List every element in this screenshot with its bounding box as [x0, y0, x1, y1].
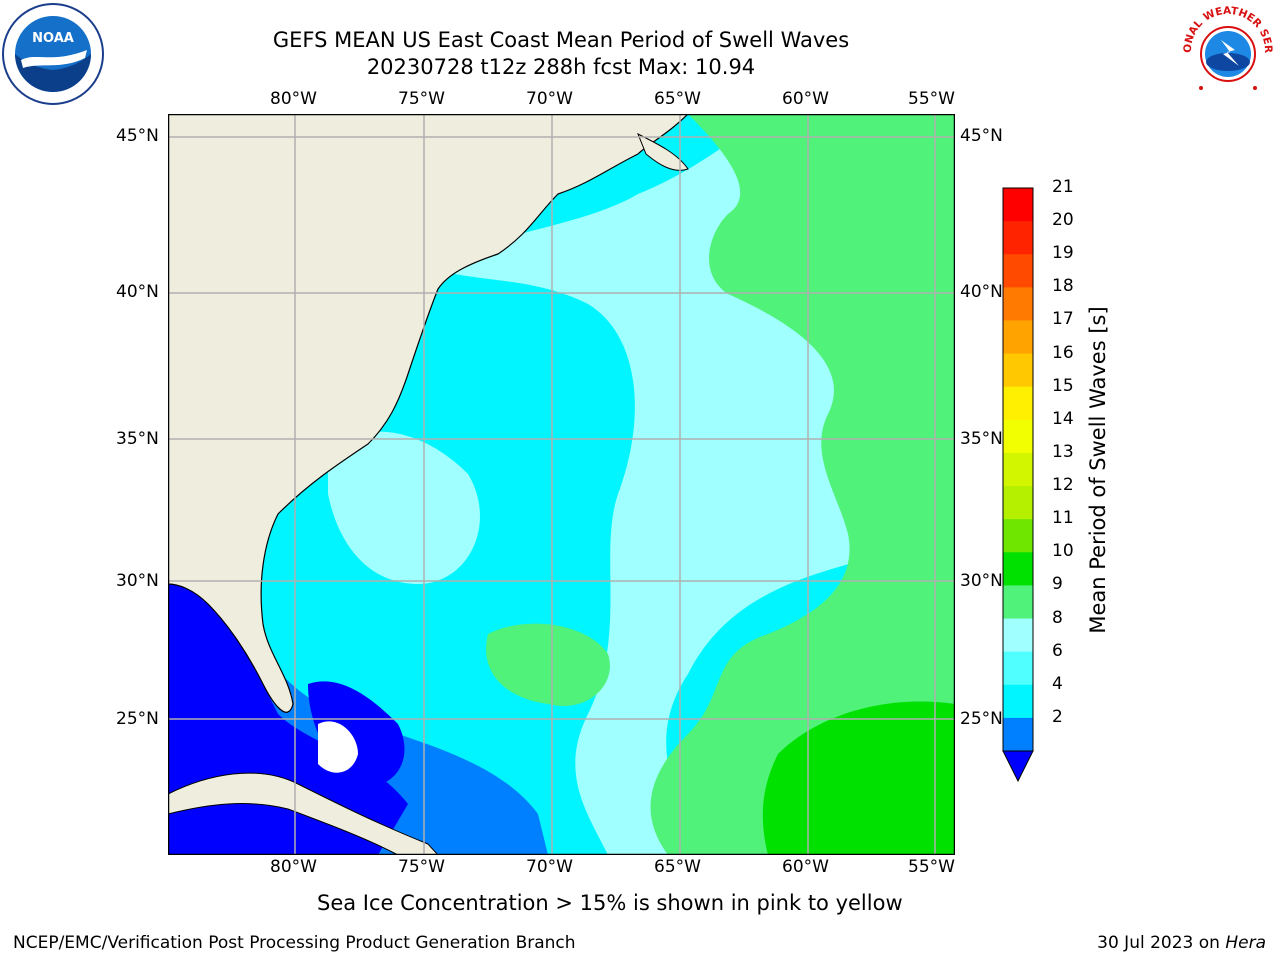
chart-title: GEFS MEAN US East Coast Mean Period of S…: [272, 28, 850, 52]
lat-tick-left: 35°N: [116, 429, 159, 449]
footer-date: 30 Jul 2023 on Hera: [1097, 933, 1266, 953]
colorbar-tick-label: 9: [1052, 574, 1063, 595]
lon-tick-bottom: 70°W: [526, 857, 573, 877]
lat-tick-right: 35°N: [960, 429, 1003, 449]
colorbar-tick-label: 15: [1052, 375, 1074, 396]
lat-tick-right: 40°N: [960, 282, 1003, 302]
lat-tick-left: 40°N: [116, 282, 159, 302]
land-nova-scotia: [637, 132, 689, 171]
colorbar-swatch: [1003, 419, 1033, 454]
nws-logo: NATIONAL WEATHER SERVICE: [1177, 0, 1276, 99]
chart-subtitle: 20230728 t12z 288h fcst Max: 10.94: [366, 55, 756, 79]
colorbar-tick-label: 6: [1052, 640, 1063, 661]
colorbar-swatch: [1003, 651, 1033, 686]
colorbar-tick-label: 16: [1052, 342, 1074, 363]
bahamas-shoal: [318, 721, 358, 773]
lat-tick-left: 25°N: [116, 709, 159, 729]
noaa-logo-text: NOAA: [32, 31, 74, 46]
colorbar-swatch: [1003, 618, 1033, 653]
lon-tick-top: 70°W: [526, 89, 573, 109]
colorbar-swatch: [1003, 519, 1033, 553]
colorbar-swatch: [1003, 386, 1033, 421]
colorbar-tick-label: 19: [1052, 243, 1074, 264]
colorbar-tick-label: 13: [1052, 441, 1074, 462]
lon-tick-bottom: 60°W: [782, 857, 829, 877]
ocean-light-cyan-2: [328, 431, 480, 584]
colorbar-frame: [1002, 187, 1034, 752]
footer-credit: NCEP/EMC/Verification Post Processing Pr…: [13, 933, 576, 953]
footer-date-text: 30 Jul 2023 on: [1097, 933, 1226, 953]
ocean-deep-blue-2: [308, 681, 405, 786]
sea-ice-caption: Sea Ice Concentration > 15% is shown in …: [317, 891, 903, 915]
colorbar-ticks: 21 20 19 18 17 16 15 14 13 12 11 10 9 8 6 4 2: [1052, 177, 1102, 770]
colorbar-swatch: [1003, 287, 1033, 321]
colorbar-swatch: [1003, 221, 1033, 255]
land-north-america: [168, 114, 689, 713]
colorbar-tick-label: 4: [1052, 673, 1063, 694]
map-panel: [168, 114, 955, 855]
noaa-logo: NOAA: [2, 3, 104, 105]
lat-tick-right: 45°N: [960, 126, 1003, 146]
lat-tick-left: 30°N: [116, 571, 159, 591]
colorbar-swatch: [1003, 320, 1033, 355]
lat-tick-right: 25°N: [960, 709, 1003, 729]
colorbar-tick-label: 8: [1052, 607, 1063, 628]
lon-tick-bottom: 55°W: [908, 857, 955, 877]
colorbar-swatch: [1003, 353, 1033, 388]
colorbar-swatch: [1003, 717, 1033, 752]
colorbar-label: Mean Period of Swell Waves [s]: [1086, 306, 1110, 634]
lat-tick-right: 30°N: [960, 571, 1003, 591]
lat-tick-left: 45°N: [116, 126, 159, 146]
ocean-green: [650, 114, 955, 855]
lon-tick-top: 65°W: [654, 89, 701, 109]
ocean-green-2: [486, 623, 610, 706]
lon-tick-top: 75°W: [398, 89, 445, 109]
colorbar-swatch: [1003, 552, 1033, 586]
lon-tick-top: 60°W: [782, 89, 829, 109]
lon-tick-bottom: 80°W: [270, 857, 317, 877]
colorbar-swatch: [1003, 684, 1033, 719]
colorbar-tick-label: 2: [1052, 706, 1063, 727]
graticule: [168, 114, 955, 855]
colorbar-tick-label: 21: [1052, 177, 1074, 197]
colorbar-tick-label: 11: [1052, 508, 1074, 529]
lon-tick-top: 55°W: [908, 89, 955, 109]
colorbar-extension: [1002, 750, 1034, 783]
ocean-bright-green: [762, 701, 955, 855]
colorbar-tick-label: 17: [1052, 309, 1074, 330]
colorbar-tick-label: 10: [1052, 541, 1074, 562]
colorbar-tick-label: 14: [1052, 408, 1074, 429]
colorbar-swatch: [1003, 486, 1033, 520]
colorbar-tick-label: 12: [1052, 475, 1074, 496]
colorbar-swatch: [1003, 254, 1033, 288]
footer-host: Hera: [1225, 933, 1266, 953]
colorbar-swatch: [1003, 188, 1033, 222]
lon-tick-bottom: 65°W: [654, 857, 701, 877]
colorbar-swatch: [1003, 585, 1033, 620]
colorbar-tick-label: 20: [1052, 210, 1074, 231]
lon-tick-bottom: 75°W: [398, 857, 445, 877]
colorbar-swatch: [1003, 452, 1033, 487]
colorbar-tick-label: 18: [1052, 276, 1074, 297]
land-cuba: [168, 772, 439, 855]
colorbar: [1002, 187, 1034, 783]
lon-tick-top: 80°W: [270, 89, 317, 109]
